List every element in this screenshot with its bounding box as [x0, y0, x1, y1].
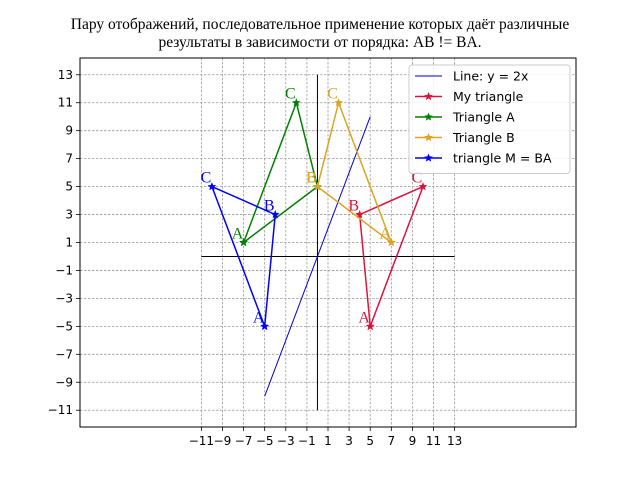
vertex-label: A: [380, 226, 392, 243]
legend-marker: [424, 153, 433, 162]
x-tick-label: −7: [235, 434, 253, 448]
y-tick-label: 7: [65, 152, 73, 166]
legend-label: Triangle B: [452, 130, 515, 145]
y-tick-label: 1: [65, 236, 73, 250]
series-line-1: [358, 185, 424, 327]
vertex-label: C: [201, 170, 212, 187]
data-point-marker: [418, 182, 428, 191]
x-tick-label: −5: [256, 434, 274, 448]
vertex-label: C: [285, 86, 296, 103]
y-tick-label: −9: [55, 375, 73, 389]
x-tick-label: −1: [298, 434, 316, 448]
y-tick-label: 11: [58, 96, 73, 110]
data-point-marker: [387, 238, 396, 247]
data-point-marker: [270, 210, 280, 219]
y-tick-label: 13: [58, 68, 73, 82]
data-point-marker: [292, 98, 301, 107]
chart-title-line-2: результаты в зависимости от порядка: AB …: [158, 34, 482, 51]
x-tick-label: 3: [345, 434, 353, 448]
x-tick-label: −11: [189, 434, 214, 448]
data-point-marker: [260, 321, 269, 330]
y-tick-label: −3: [55, 291, 73, 305]
vertex-label: A: [253, 309, 265, 326]
legend-marker: [424, 133, 433, 142]
y-tick-label: −11: [48, 403, 73, 417]
y-tick-label: 9: [65, 124, 73, 138]
y-tick-label: −7: [55, 347, 73, 361]
legend-label: My triangle: [453, 89, 524, 104]
legend-label: Triangle A: [452, 110, 515, 125]
vertex-label: A: [232, 226, 244, 243]
vertex-label: C: [327, 86, 338, 103]
legend-marker: [424, 92, 433, 101]
series-line-0: [264, 116, 371, 397]
vertex-label: B: [348, 198, 359, 215]
y-tick-label: −1: [55, 263, 73, 277]
data-point-marker: [334, 98, 343, 107]
x-tick-label: 7: [387, 434, 395, 448]
x-tick-label: −3: [277, 434, 295, 448]
vertex-label: B: [264, 198, 275, 215]
x-tick-label: 5: [366, 434, 374, 448]
vertex-label: B: [306, 170, 317, 187]
y-tick-label: 5: [65, 180, 73, 194]
series-layer: [207, 98, 428, 397]
series-line-3: [316, 101, 393, 244]
y-tick-label: −5: [55, 319, 73, 333]
data-point-marker: [313, 182, 322, 191]
y-tick-label: 3: [65, 208, 73, 222]
x-tick-label: 9: [409, 434, 417, 448]
x-tick-label: 13: [447, 434, 462, 448]
x-tick-label: 1: [324, 434, 332, 448]
x-tick-label: −9: [214, 434, 232, 448]
legend: Line: y = 2x My triangle Triangle A Triangl…: [408, 64, 571, 174]
axes-lines-layer: [201, 74, 455, 411]
vertex-label: B: [306, 170, 317, 187]
legend-marker: [424, 112, 433, 121]
ticks-layer: −11 −9 −7 −5 −3 −1 1 3 5 7 9 11 13−11−9−7−5−3−113579…: [48, 68, 463, 448]
data-point-marker: [365, 321, 375, 330]
vertex-label: A: [358, 309, 370, 326]
legend-box: [408, 64, 571, 174]
legend-label: triangle M = BA: [453, 151, 552, 166]
data-point-marker: [207, 182, 217, 191]
chart-title-line-1: Пару отображений, последовательное приме…: [70, 16, 570, 33]
data-point-marker: [239, 238, 248, 247]
vertex-label: C: [412, 170, 423, 187]
series-line-4: [211, 185, 276, 327]
legend-label: Line: y = 2x: [453, 69, 528, 84]
x-tick-label: 11: [426, 434, 441, 448]
series-line-2: [242, 101, 319, 244]
